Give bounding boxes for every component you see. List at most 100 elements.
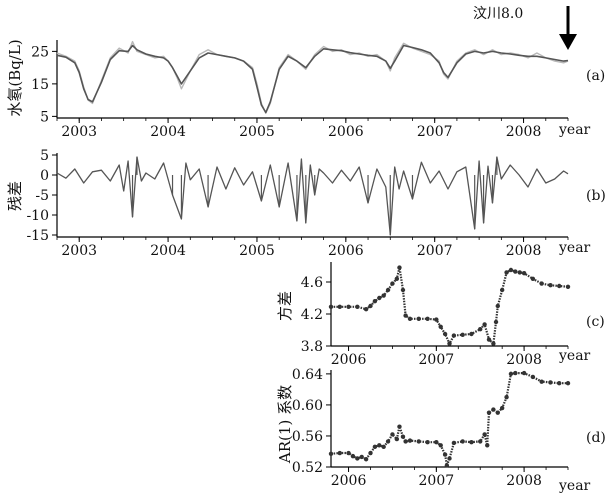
y-tick-label: 4.6 — [301, 275, 323, 291]
data-point — [486, 410, 492, 415]
data-point — [363, 307, 369, 312]
data-point — [328, 451, 334, 457]
data-point — [482, 432, 487, 437]
panel-b: 残差 (b) year 2003 2004 2005 2006 2007 2008 5 0 -5… — [6, 148, 606, 259]
data-point — [485, 443, 490, 448]
data-point — [442, 331, 448, 337]
data-point — [504, 394, 509, 400]
x-tick-label: 2006 — [328, 243, 364, 259]
data-point — [565, 380, 571, 386]
data-point — [495, 410, 500, 415]
data-point — [372, 299, 378, 304]
data-point — [372, 444, 378, 450]
data-point — [521, 271, 527, 276]
series-line-residual — [56, 156, 569, 236]
x-tick-label: 2006 — [328, 124, 364, 140]
data-point — [403, 439, 408, 444]
data-point — [363, 457, 369, 462]
data-point — [425, 316, 430, 321]
data-point — [381, 293, 386, 298]
data-point — [394, 436, 400, 442]
y-tick-label: 0 — [40, 168, 49, 184]
panel-c: 方差 (c) year 2006 2007 2008 4.6 4.2 3.8 — [276, 262, 605, 368]
y-tick-label: 5 — [40, 148, 49, 164]
data-point — [495, 303, 500, 309]
y-tick-label: 15 — [31, 77, 49, 93]
data-point — [337, 450, 342, 456]
data-point — [444, 463, 450, 468]
data-point — [491, 341, 496, 346]
data-point — [539, 379, 544, 384]
panel-d-xlabel: year — [558, 478, 591, 494]
x-tick-label: 2005 — [239, 124, 275, 140]
panel-a-tag: (a) — [586, 68, 605, 84]
data-point — [565, 284, 571, 289]
data-point — [390, 432, 395, 437]
data-point — [416, 439, 421, 444]
x-tick-label: 2006 — [331, 352, 367, 368]
data-point — [397, 265, 402, 270]
data-point — [460, 332, 465, 337]
data-point — [377, 443, 382, 448]
x-tick-label: 2007 — [419, 352, 455, 368]
data-point — [346, 450, 351, 456]
data-point — [394, 276, 400, 281]
data-point — [381, 444, 386, 450]
data-point — [377, 295, 382, 301]
x-tick-label: 2006 — [331, 473, 367, 489]
x-tick-label: 2008 — [506, 352, 542, 368]
panel-a-ylabel: 水氡(Bq/L) — [6, 39, 24, 116]
panel-b-ylabel: 残差 — [6, 181, 24, 211]
data-point — [438, 324, 443, 329]
data-point — [469, 439, 474, 445]
annotation-label: 汶川8.0 — [473, 5, 523, 22]
y-tick-label: 25 — [31, 44, 49, 60]
data-point — [400, 434, 406, 439]
panel-a: 水氡(Bq/L) (a) year 2003 2004 2005 2006 2007 20… — [6, 39, 605, 140]
y-tick-label: 4.2 — [301, 307, 323, 323]
data-point — [504, 270, 509, 275]
data-point — [368, 303, 373, 309]
data-point — [508, 267, 514, 273]
data-point — [390, 281, 395, 286]
x-tick-label: 2003 — [61, 243, 97, 259]
data-point — [407, 438, 413, 443]
data-point — [508, 371, 514, 377]
data-point — [368, 450, 373, 456]
data-point — [400, 287, 406, 293]
data-point — [499, 287, 505, 293]
earthquake-arrow-icon — [559, 6, 577, 50]
data-point — [499, 405, 505, 411]
panel-a-xlabel: year — [558, 122, 591, 138]
panel-b-tag: (b) — [586, 188, 606, 204]
x-tick-label: 2005 — [239, 243, 275, 259]
data-point — [513, 269, 518, 274]
data-point — [407, 316, 413, 321]
data-point — [434, 439, 439, 445]
data-point — [521, 370, 527, 376]
data-point — [425, 439, 430, 445]
data-point — [491, 407, 496, 412]
panel-c-xlabel: year — [558, 348, 591, 364]
panel-b-xlabel: year — [558, 240, 591, 256]
series-line-fitted — [56, 44, 569, 114]
panel-c-ylabel: 方差 — [276, 291, 294, 321]
data-point — [557, 380, 562, 386]
y-tick-label: -15 — [26, 228, 49, 244]
data-point — [438, 443, 443, 448]
x-tick-label: 2008 — [506, 124, 542, 140]
panel-d-ylabel: AR(1) 系数 — [276, 385, 294, 464]
data-point — [397, 424, 402, 429]
data-point — [548, 283, 553, 288]
y-tick-label: 3.8 — [301, 339, 323, 355]
y-tick-label: -10 — [26, 208, 49, 224]
data-point — [385, 439, 391, 444]
data-point — [447, 341, 452, 346]
x-tick-label: 2004 — [150, 243, 186, 259]
data-point — [513, 370, 518, 376]
data-point — [469, 331, 474, 337]
data-point — [557, 283, 562, 289]
data-point — [434, 317, 439, 322]
y-tick-label: 0.64 — [292, 367, 323, 383]
